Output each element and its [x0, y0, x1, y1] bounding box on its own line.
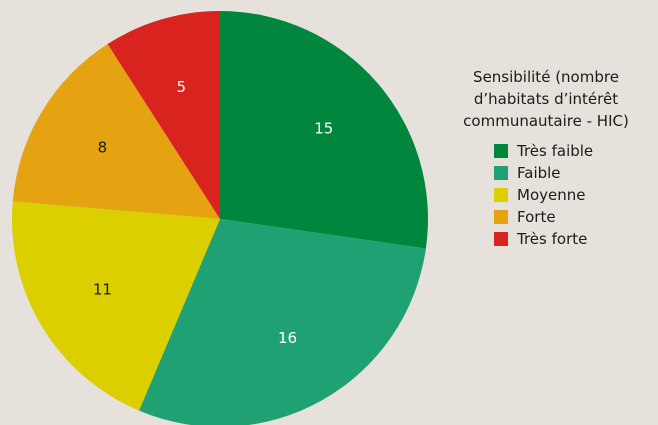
legend: Sensibilité (nombre d’habitats d’intérêt… — [438, 66, 654, 250]
pie-label-tres-forte: 5 — [177, 78, 187, 96]
legend-list: Très faible Faible Moyenne Forte Très fo… — [494, 140, 654, 250]
pie-label-forte: 8 — [98, 139, 108, 157]
legend-label-moyenne: Moyenne — [517, 186, 586, 204]
legend-swatch-faible — [494, 166, 508, 180]
legend-label-tres-forte: Très forte — [517, 230, 588, 248]
pie-label-moyenne: 11 — [93, 280, 112, 298]
legend-title-line-3: communautaire - HIC) — [463, 112, 629, 130]
pie-value-labels: 15 16 11 8 5 — [93, 78, 333, 347]
legend-label-tres-faible: Très faible — [517, 142, 594, 160]
pie-slice-faible — [139, 219, 426, 425]
legend-label-forte: Forte — [517, 208, 556, 226]
legend-swatch-tres-faible — [494, 144, 508, 158]
legend-label-faible: Faible — [517, 164, 561, 182]
legend-title-line-1: Sensibilité (nombre — [473, 68, 619, 86]
legend-item-tres-faible: Très faible — [494, 140, 654, 162]
legend-item-tres-forte: Très forte — [494, 228, 654, 250]
legend-title: Sensibilité (nombre d’habitats d’intérêt… — [438, 66, 654, 132]
pie-slices — [11, 11, 428, 425]
legend-swatch-forte — [494, 210, 508, 224]
pie-label-tres-faible: 15 — [314, 120, 333, 138]
pie-label-faible: 16 — [278, 329, 297, 347]
legend-item-faible: Faible — [494, 162, 654, 184]
pie-slice-forte — [12, 44, 220, 220]
pie-slice-tres-forte — [107, 11, 220, 219]
pie-slice-moyenne — [11, 201, 220, 411]
pie-slice-tres-faible — [220, 11, 428, 249]
legend-title-line-2: d’habitats d’intérêt — [473, 90, 619, 108]
legend-item-moyenne: Moyenne — [494, 184, 654, 206]
legend-swatch-tres-forte — [494, 232, 508, 246]
legend-swatch-moyenne — [494, 188, 508, 202]
legend-item-forte: Forte — [494, 206, 654, 228]
